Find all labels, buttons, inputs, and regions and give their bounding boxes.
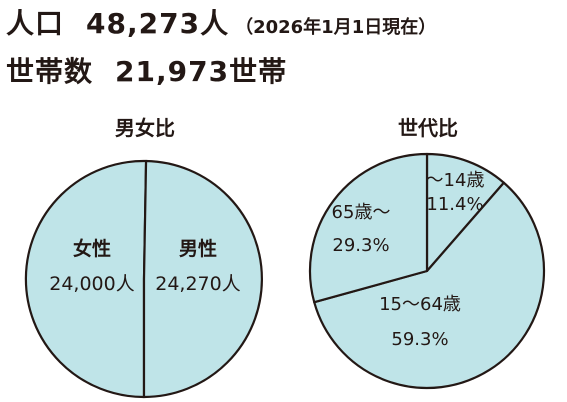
population-date-note: （2026年1月1日現在） bbox=[235, 17, 437, 38]
pie1-slice-2-value: 29.3% bbox=[332, 235, 389, 256]
age-chart-title: 世代比 bbox=[398, 116, 458, 140]
pie0-slice-1-value: 24,000人 bbox=[49, 273, 134, 295]
pie1-slice-2-label: 65歳～ bbox=[332, 202, 391, 223]
households-value: 21,973世帯 bbox=[115, 55, 288, 88]
population-label: 人口 bbox=[6, 7, 65, 40]
pie1-slice-0-label: ～14歳 bbox=[426, 170, 485, 191]
pie0-slice-0 bbox=[24, 159, 148, 399]
households-line: 世帯数 21,973世帯 bbox=[6, 50, 287, 90]
pie1-slice-0 bbox=[425, 152, 505, 273]
pie0-slice-0-value: 24,270人 bbox=[155, 273, 240, 295]
pie1-slice-0-value: 11.4% bbox=[426, 194, 483, 215]
pie1-slice-2 bbox=[308, 152, 429, 304]
pie0-slice-1-label: 女性 bbox=[73, 237, 111, 260]
population-value: 48,273人 bbox=[86, 7, 230, 40]
pie1-slice-1-value: 59.3% bbox=[391, 329, 448, 350]
pie0-slice-0-label: 男性 bbox=[179, 237, 217, 260]
households-label: 世帯数 bbox=[6, 55, 94, 88]
population-line: 人口 48,273人 （2026年1月1日現在） bbox=[6, 2, 436, 42]
pie1-slice-1 bbox=[313, 181, 546, 390]
pie0-slice-1 bbox=[142, 159, 263, 399]
gender-chart-title: 男女比 bbox=[115, 116, 175, 140]
pie1-slice-1-label: 15～64歳 bbox=[379, 294, 461, 315]
